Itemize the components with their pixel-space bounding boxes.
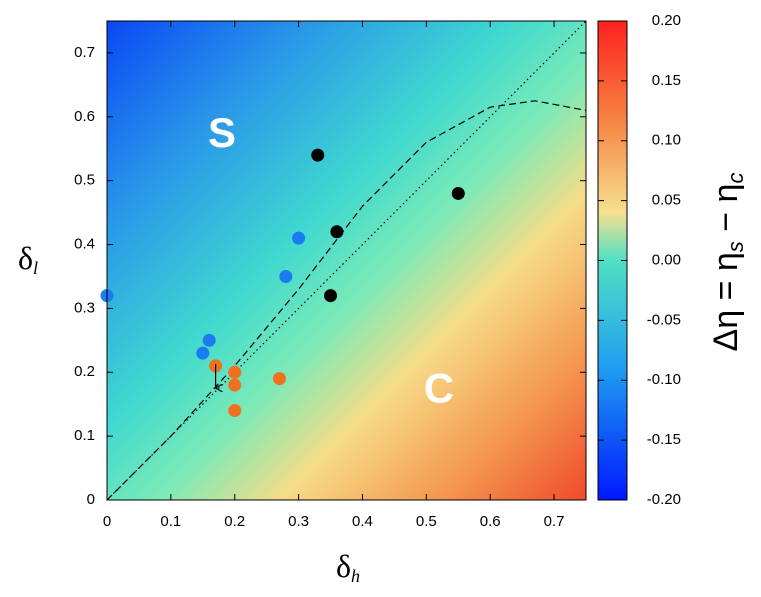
dashed-line xyxy=(106,100,587,501)
point xyxy=(279,269,293,283)
point xyxy=(228,378,242,392)
colorbar-tick-label: -0.05 xyxy=(647,311,681,328)
axis-subscript: h xyxy=(351,566,360,586)
point xyxy=(228,365,242,379)
label-text: Δη = η xyxy=(707,252,745,351)
y-tick-label: 0.5 xyxy=(74,172,95,189)
y-tick-label: 0.3 xyxy=(74,299,95,316)
label-subscript: s xyxy=(723,241,748,252)
x-tick-label: 0.2 xyxy=(224,513,245,530)
colorbar-tick-label: -0.20 xyxy=(647,491,681,508)
x-tick-label: 0.5 xyxy=(416,513,437,530)
dotted-line xyxy=(106,20,587,501)
colorbar-tick-label: 0.10 xyxy=(652,132,681,149)
point xyxy=(330,225,344,239)
x-tick-label: 0.1 xyxy=(160,513,181,530)
point xyxy=(202,333,216,347)
axis-symbol: δ xyxy=(18,240,33,276)
colorbar-tick-label: 0.00 xyxy=(652,251,681,268)
x-tick-label: 0.7 xyxy=(544,513,565,530)
plot-layer xyxy=(100,20,587,501)
x-tick-label: 0.4 xyxy=(352,513,373,530)
axis-subscript: l xyxy=(33,258,38,278)
point xyxy=(311,148,325,162)
xlabel-label: δh xyxy=(336,548,360,586)
colorbar-tick-label: -0.15 xyxy=(647,431,681,448)
axis-symbol: δ xyxy=(336,548,351,584)
point xyxy=(451,186,465,200)
x-tick-label: 0.3 xyxy=(288,513,309,530)
y-tick-label: 0.1 xyxy=(74,427,95,444)
colorbar-label: Δη = ηs − ηc xyxy=(707,173,748,352)
label-text: − η xyxy=(707,184,745,242)
y-tick-label: 0.7 xyxy=(74,44,95,61)
y-tick-label: 0 xyxy=(87,491,95,508)
plot-frame xyxy=(106,20,587,501)
y-tick-label: 0.2 xyxy=(74,363,95,380)
point xyxy=(272,372,286,386)
y-tick-label: 0.4 xyxy=(74,236,95,253)
region-label: C xyxy=(424,365,454,412)
colorbar-tick-label: 0.15 xyxy=(652,72,681,89)
x-tick-label: 0.6 xyxy=(480,513,501,530)
colorbar-tick-label: -0.10 xyxy=(647,371,681,388)
point xyxy=(196,346,210,360)
label-subscript: c xyxy=(723,173,748,184)
point xyxy=(324,289,338,303)
y-tick-label: 0.6 xyxy=(74,108,95,125)
point xyxy=(228,404,242,418)
colorbar-tick-label: 0.05 xyxy=(652,192,681,209)
colorbar-tick-label: 0.20 xyxy=(652,12,681,29)
point xyxy=(292,231,306,245)
ylabel-label: δl xyxy=(18,240,38,278)
x-tick-label: 0 xyxy=(103,513,111,530)
region-label: S xyxy=(208,109,236,156)
